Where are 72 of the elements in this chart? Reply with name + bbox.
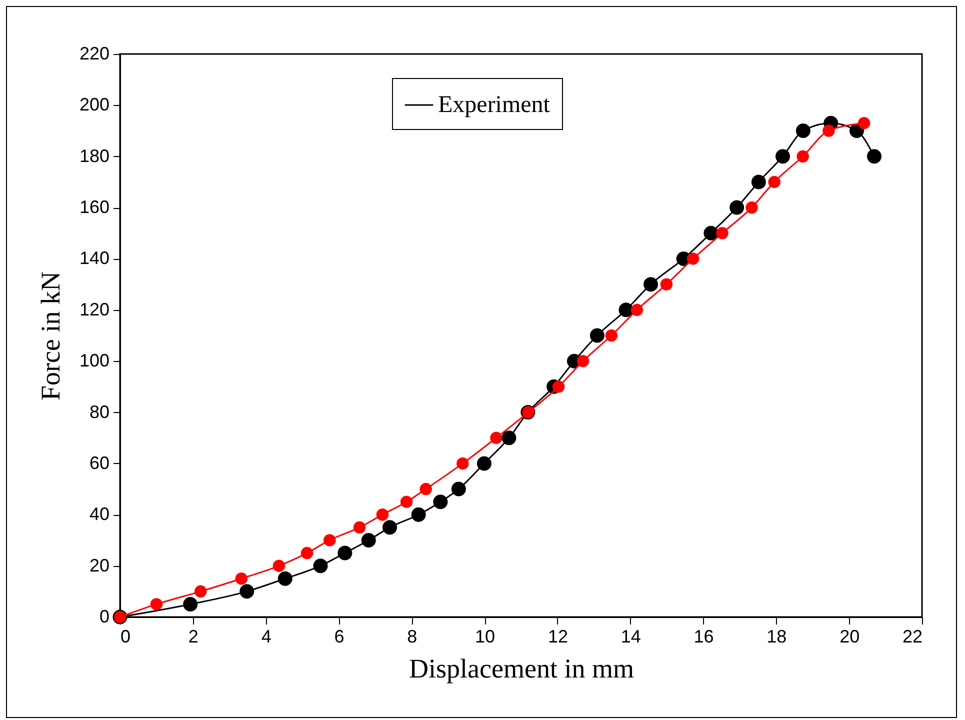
point [490, 432, 502, 444]
point [272, 560, 286, 572]
point [796, 150, 809, 162]
point [433, 494, 448, 510]
point [411, 507, 426, 522]
point [552, 380, 565, 393]
point [338, 546, 352, 560]
x-tick-label: 20 [840, 626, 860, 646]
y-tick-label: 180 [79, 146, 110, 166]
point [746, 201, 758, 214]
point [716, 227, 728, 240]
y-tick-label: 20 [89, 555, 110, 576]
point [796, 124, 810, 138]
point [858, 116, 870, 130]
point [300, 546, 314, 560]
y-tick-label: 100 [79, 350, 110, 371]
y-tick-label: 140 [79, 248, 110, 268]
y-tick-label: 60 [89, 452, 110, 473]
y-tick-label: 40 [89, 504, 110, 524]
point [451, 482, 466, 496]
x-tick-label: 18 [766, 626, 787, 646]
point [776, 149, 790, 164]
point [235, 572, 248, 585]
point [704, 226, 718, 240]
point [323, 534, 336, 546]
point [730, 200, 744, 215]
x-tick-label: 4 [261, 626, 272, 646]
y-tick-label: 80 [89, 402, 110, 422]
x-tick-label: 12 [548, 626, 568, 646]
point [183, 596, 198, 612]
x-tick-label: 8 [407, 626, 418, 646]
point [382, 520, 398, 535]
y-tick-label: 120 [79, 299, 110, 320]
x-tick-label: 2 [188, 626, 198, 646]
y-tick-label: 200 [79, 94, 110, 115]
point [376, 508, 389, 521]
point [618, 302, 634, 318]
x-axis-title: Displacement in mm [409, 654, 634, 684]
point [605, 329, 618, 342]
point [644, 277, 658, 292]
point [456, 457, 469, 470]
y-tick-label: 0 [99, 606, 110, 626]
point [420, 482, 432, 496]
x-tick-label: 16 [694, 626, 714, 646]
point [822, 124, 835, 137]
point [353, 521, 366, 534]
x-tick-label: 22 [902, 626, 922, 646]
point [278, 571, 292, 586]
point [686, 252, 700, 265]
point [240, 584, 254, 599]
point [313, 558, 328, 574]
legend-label: Experiment [438, 92, 550, 118]
y-axis-title: Force in kN [35, 272, 66, 400]
point [630, 304, 644, 316]
point [502, 430, 516, 446]
point [867, 149, 882, 164]
x-tick-label: 10 [475, 626, 496, 646]
y-tick-label: 160 [79, 197, 110, 218]
point [660, 278, 673, 290]
point [194, 585, 207, 598]
point [150, 598, 163, 610]
point [751, 174, 766, 190]
point [576, 354, 590, 368]
point [476, 456, 492, 471]
x-tick-label: 6 [334, 626, 344, 646]
x-tick-label: 14 [620, 626, 641, 646]
point [400, 496, 413, 508]
point [768, 176, 780, 188]
point [590, 328, 604, 343]
y-tick-label: 220 [79, 44, 110, 64]
point [361, 532, 376, 548]
x-tick-label: 0 [120, 626, 131, 646]
